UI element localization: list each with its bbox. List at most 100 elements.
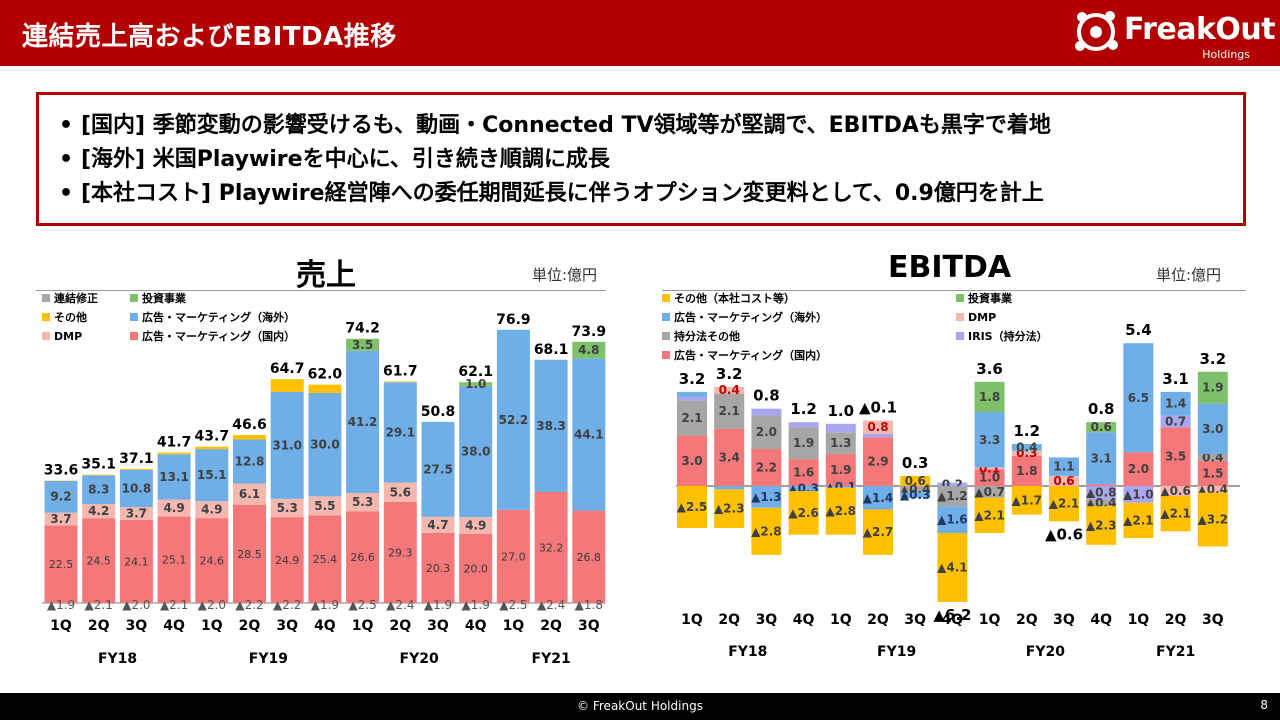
ebitda-bar-overseas	[937, 506, 968, 534]
sales-quarter-label: 1Q	[50, 618, 72, 634]
ebitda-total-label: 3.2	[679, 370, 706, 388]
sales-bar-dmp	[459, 517, 493, 534]
sales-data-label: 12.8	[235, 455, 265, 469]
sales-total-label: 46.6	[232, 417, 267, 433]
summary-bullet-hq-cost: [本社コスト] Playwire経営陣への委任期間延長に伴うオプション変更料とし…	[59, 177, 1243, 211]
ebitda-bar-dmp	[1011, 450, 1042, 456]
sales-total-label: 68.1	[534, 342, 569, 358]
sales-total-label: 64.7	[270, 361, 305, 377]
sales-bar-other	[233, 434, 266, 440]
ebitda-fy-label: FY21	[1156, 644, 1195, 660]
ebitda-bar-adjust	[974, 486, 1005, 498]
sales-bar-dmp	[233, 483, 266, 505]
ebitda-total-label: 3.2	[1200, 350, 1227, 368]
ebitda-bar-iris	[1086, 486, 1117, 500]
logo-mark-icon	[1075, 11, 1118, 51]
ebitda-quarter-label: 2Q	[1165, 612, 1187, 628]
ebitda-bar-other	[1049, 486, 1079, 522]
sales-bar-domestic	[421, 532, 455, 603]
sales-total-label: 74.2	[345, 321, 380, 337]
ebitda-bar-adjust	[825, 432, 856, 455]
sales-bar-domestic	[572, 510, 606, 603]
legend-label-adjust: 連結修正	[54, 291, 98, 305]
ebitda-bar-invest	[1086, 422, 1117, 433]
sales-fy-label: FY19	[249, 651, 288, 667]
ebitda-bar-dmp	[1049, 475, 1079, 486]
sales-adjust-label: ▲2.2	[273, 598, 301, 612]
ebitda-data-label: ▲1.0	[1123, 487, 1154, 501]
ebitda-data-label: ▲2.1	[974, 508, 1005, 522]
ebitda-data-label: ▲1.3	[751, 490, 782, 504]
ebitda-data-label: 2.0	[756, 425, 777, 439]
sales-data-label: 24.5	[86, 555, 111, 568]
ebitda-bar-other	[974, 497, 1005, 534]
legend-label-overseas: 広告・マーケティング（海外）	[142, 310, 295, 324]
sales-quarter-label: 3Q	[578, 618, 600, 634]
sales-data-label: 25.4	[313, 553, 338, 566]
ebitda-quarter-label: 1Q	[1128, 612, 1150, 628]
sales-data-label: 32.2	[539, 541, 564, 554]
ebitda-data-label: 0.6	[1091, 420, 1112, 434]
sales-quarter-label: 2Q	[389, 618, 411, 634]
legend-swatch-overseas	[130, 313, 138, 321]
legend-label-other: その他（本社コスト等）	[674, 291, 795, 305]
sales-quarter-label: 2Q	[540, 618, 562, 634]
ebitda-bar-domestic	[1011, 455, 1042, 486]
ebitda-data-label: ▲1.7	[1012, 493, 1043, 507]
ebitda-data-label: ▲0.6	[1160, 484, 1191, 498]
ebitda-bar-adjust	[1086, 499, 1117, 507]
sales-data-label: 13.1	[159, 470, 189, 484]
sales-fy-label: FY21	[532, 651, 571, 667]
ebitda-quarter-label: 4Q	[1090, 612, 1112, 628]
ebitda-data-label: 1.5	[1202, 466, 1223, 480]
ebitda-total-label: 0.3	[902, 454, 929, 472]
sales-total-label: 62.1	[458, 364, 493, 380]
ebitda-bar-other	[1160, 496, 1191, 532]
ebitda-data-label: ▲2.7	[863, 525, 894, 539]
ebitda-bar-iris	[825, 423, 856, 433]
sales-unit-label: 単位:億円	[532, 266, 598, 284]
ebitda-quarter-label: 4Q	[793, 612, 815, 628]
sales-quarter-label: 2Q	[239, 618, 261, 634]
ebitda-bar-invest	[974, 381, 1005, 413]
ebitda-quarter-label: 1Q	[830, 612, 852, 628]
ebitda-data-label: 0.4	[1016, 440, 1037, 454]
ebitda-bar-adjust	[1197, 454, 1228, 461]
ebitda-bar-adjust	[714, 393, 745, 429]
title-bar: 連結売上高およびEBITDA推移 FreakOut Holdings	[0, 0, 1280, 66]
sales-quarter-label: 3Q	[126, 618, 148, 634]
sales-data-label: 38.0	[461, 445, 491, 459]
ebitda-bar-overseas	[974, 412, 1005, 468]
ebitda-quarter-label: 3Q	[904, 612, 926, 628]
sales-data-label: 8.3	[88, 483, 109, 497]
sales-bar-domestic	[157, 516, 191, 603]
sales-data-label: 24.1	[124, 555, 149, 568]
legend-swatch-dmp	[42, 332, 50, 340]
sales-data-label: 22.5	[49, 558, 74, 571]
ebitda-data-label: ▲1.4	[863, 491, 894, 505]
sales-bar-dmp	[346, 492, 380, 512]
ebitda-data-label: 3.5	[1165, 450, 1186, 464]
ebitda-bar-other	[714, 489, 745, 528]
sales-bar-overseas	[233, 439, 266, 484]
ebitda-bar-iris	[1123, 486, 1154, 503]
sales-data-label: 10.8	[122, 481, 152, 495]
sales-data-label: 52.2	[499, 413, 529, 427]
sales-data-label: 3.7	[126, 506, 147, 520]
footer-bar: © FreakOut Holdings 8	[0, 693, 1280, 720]
sales-data-label: 15.1	[197, 468, 227, 482]
ebitda-bar-overseas	[1160, 391, 1191, 416]
sales-adjust-label: ▲1.9	[311, 598, 339, 612]
ebitda-fy-label: FY19	[877, 644, 916, 660]
ebitda-data-label: 6.5	[1128, 391, 1149, 405]
ebitda-data-label: 1.9	[830, 463, 851, 477]
ebitda-bar-adjust	[751, 415, 782, 450]
sales-total-label: 43.7	[195, 429, 230, 445]
ebitda-bar-overseas	[1123, 343, 1154, 453]
legend-swatch-invest	[130, 294, 138, 302]
ebitda-bar-other	[900, 475, 931, 486]
legend-label-domestic: 広告・マーケティング（国内）	[142, 329, 295, 343]
ebitda-bar-overseas	[863, 486, 893, 510]
sales-bar-domestic	[270, 517, 304, 603]
ebitda-bar-overseas	[900, 492, 931, 498]
